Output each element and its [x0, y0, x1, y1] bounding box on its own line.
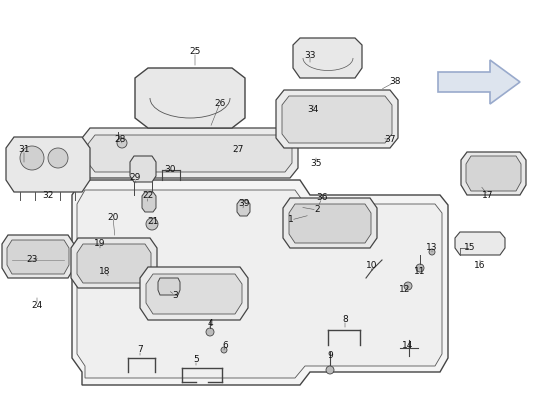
Text: 21: 21	[147, 218, 159, 226]
Text: 19: 19	[94, 238, 106, 248]
Text: 23: 23	[26, 256, 38, 264]
Polygon shape	[130, 156, 156, 182]
Polygon shape	[237, 200, 250, 216]
Text: 20: 20	[107, 212, 119, 222]
Polygon shape	[88, 135, 292, 172]
Polygon shape	[135, 68, 245, 128]
Polygon shape	[276, 90, 398, 148]
Text: 36: 36	[316, 194, 328, 202]
Text: 10: 10	[366, 260, 378, 270]
Polygon shape	[77, 190, 442, 378]
Text: 7: 7	[137, 346, 143, 354]
Text: 5: 5	[193, 356, 199, 364]
Circle shape	[48, 148, 68, 168]
Text: 18: 18	[99, 268, 111, 276]
Text: 29: 29	[129, 174, 141, 182]
Polygon shape	[293, 38, 362, 78]
Polygon shape	[7, 240, 69, 274]
Text: 24: 24	[31, 300, 43, 310]
Text: 27: 27	[232, 146, 244, 154]
Polygon shape	[77, 244, 151, 283]
Circle shape	[404, 282, 412, 290]
Text: 4: 4	[207, 318, 213, 328]
Polygon shape	[282, 96, 392, 143]
Text: 9: 9	[327, 350, 333, 360]
Polygon shape	[142, 192, 156, 212]
Polygon shape	[146, 274, 242, 314]
Polygon shape	[283, 198, 377, 248]
Text: 13: 13	[426, 244, 438, 252]
Polygon shape	[455, 232, 505, 255]
Text: 25: 25	[189, 48, 201, 56]
Text: 31: 31	[18, 146, 30, 154]
Text: 33: 33	[304, 50, 316, 60]
Text: 39: 39	[238, 198, 250, 208]
Text: 35: 35	[310, 158, 322, 168]
Polygon shape	[289, 204, 371, 243]
Text: 11: 11	[414, 268, 426, 276]
Circle shape	[20, 146, 44, 170]
Text: 30: 30	[164, 166, 176, 174]
Text: 2: 2	[314, 206, 320, 214]
Text: 32: 32	[42, 190, 54, 200]
Polygon shape	[140, 267, 248, 320]
Text: 12: 12	[399, 286, 411, 294]
Text: 28: 28	[114, 136, 126, 144]
Text: 16: 16	[474, 260, 486, 270]
Polygon shape	[438, 60, 520, 104]
Circle shape	[429, 249, 435, 255]
Polygon shape	[71, 238, 157, 288]
Text: 17: 17	[482, 190, 494, 200]
Text: eurosport: eurosport	[101, 216, 439, 274]
Text: 3: 3	[172, 290, 178, 300]
Circle shape	[117, 138, 127, 148]
Polygon shape	[6, 137, 90, 192]
Text: 15: 15	[464, 244, 476, 252]
Text: 38: 38	[389, 78, 401, 86]
Text: 8: 8	[342, 316, 348, 324]
Text: 14: 14	[402, 340, 414, 350]
Text: 37: 37	[384, 136, 396, 144]
Polygon shape	[158, 278, 180, 295]
Text: 22: 22	[142, 192, 153, 200]
Circle shape	[221, 347, 227, 353]
Circle shape	[146, 218, 158, 230]
Polygon shape	[461, 152, 526, 195]
Circle shape	[206, 328, 214, 336]
Circle shape	[326, 366, 334, 374]
Polygon shape	[466, 156, 521, 191]
Text: 34: 34	[307, 106, 318, 114]
Polygon shape	[82, 128, 298, 178]
Text: a passion since 1985: a passion since 1985	[199, 281, 361, 319]
Text: 6: 6	[222, 340, 228, 350]
Polygon shape	[2, 235, 74, 278]
Text: 1: 1	[288, 216, 294, 224]
Polygon shape	[72, 180, 448, 385]
Text: 26: 26	[214, 98, 225, 108]
Circle shape	[416, 264, 424, 272]
